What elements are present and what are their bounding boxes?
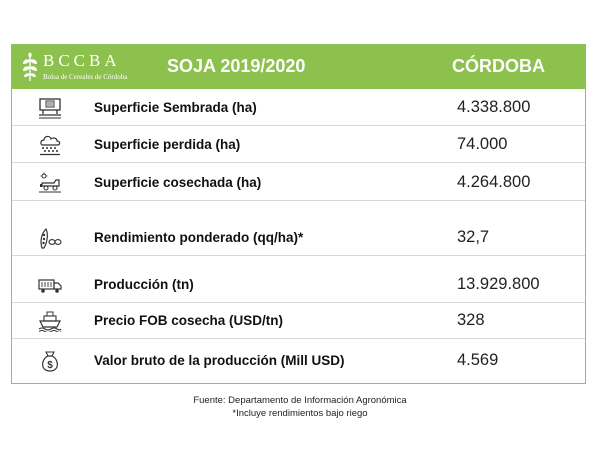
- table-row: Superficie Sembrada (ha) 4.338.800: [12, 90, 585, 126]
- row-divider: [12, 162, 585, 163]
- svg-text:$: $: [47, 360, 53, 371]
- row-value: 13.929.800: [457, 275, 540, 293]
- row-value: 328: [457, 311, 485, 329]
- row-value: 32,7: [457, 228, 490, 246]
- table-title: SOJA 2019/2020: [167, 56, 306, 76]
- harvester-icon: [39, 172, 61, 193]
- table-header: BCCBA Bolsa de Cereales de Córdoba SOJA …: [12, 45, 585, 89]
- row-value: 4.264.800: [457, 173, 531, 191]
- money-bag-icon: $: [42, 351, 58, 372]
- wheat-leaf-icon: [23, 52, 37, 81]
- row-label: Valor bruto de la producción (Mill USD): [94, 353, 345, 368]
- bccba-logo: BCCBA Bolsa de Cereales de Córdoba: [20, 50, 160, 84]
- soja-summary-card: BCCBA Bolsa de Cereales de Córdoba SOJA …: [11, 44, 586, 384]
- row-value: 4.569: [457, 351, 499, 369]
- logo-subtitle: Bolsa de Cereales de Córdoba: [43, 73, 128, 81]
- ship-icon: [38, 311, 62, 332]
- row-divider: [12, 200, 585, 201]
- row-label: Rendimiento ponderado (qq/ha)*: [94, 230, 304, 245]
- table-row: Precio FOB cosecha (USD/tn) 328: [12, 303, 585, 339]
- soybean-pod-icon: [40, 227, 62, 249]
- row-divider: [12, 255, 585, 256]
- row-label: Superficie perdida (ha): [94, 137, 241, 152]
- field-sign-icon: [39, 98, 61, 119]
- logo-name: BCCBA: [43, 51, 121, 70]
- row-label: Producción (tn): [94, 277, 194, 292]
- table-row: Superficie perdida (ha) 74.000: [12, 127, 585, 163]
- row-divider: [12, 302, 585, 303]
- row-label: Precio FOB cosecha (USD/tn): [94, 313, 284, 328]
- row-value: 4.338.800: [457, 98, 531, 116]
- row-label: Superficie cosechada (ha): [94, 175, 262, 190]
- table-row: Producción (tn) 13.929.800: [12, 267, 585, 303]
- row-value: 74.000: [457, 135, 508, 153]
- truck-icon: [38, 279, 62, 293]
- region-title: CÓRDOBA: [452, 56, 545, 76]
- table-row: $ Valor bruto de la producción (Mill USD…: [12, 343, 585, 379]
- row-label: Superficie Sembrada (ha): [94, 100, 257, 115]
- hail-cloud-icon: [40, 135, 61, 156]
- table-row: Superficie cosechada (ha) 4.264.800: [12, 165, 585, 201]
- row-divider: [12, 125, 585, 126]
- source-note: Fuente: Departamento de Información Agro…: [193, 395, 407, 406]
- row-divider: [12, 338, 585, 339]
- irrigation-note: *Incluye rendimientos bajo riego: [232, 408, 368, 419]
- table-row: Rendimiento ponderado (qq/ha)* 32,7: [12, 220, 585, 256]
